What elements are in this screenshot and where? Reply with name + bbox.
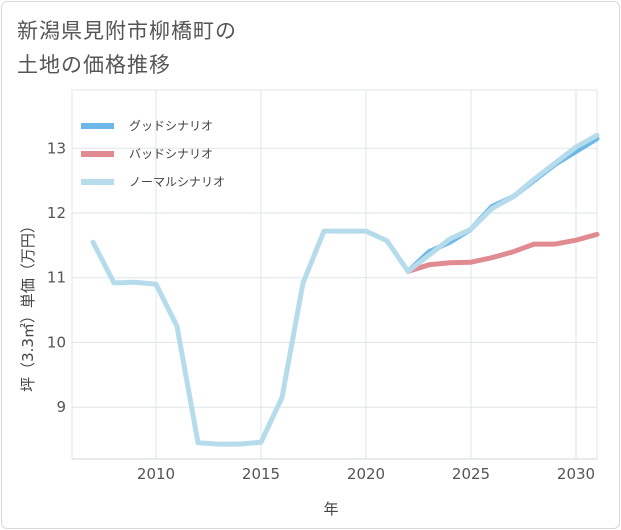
chart-title-line-1: 新潟県見附市柳橋町の xyxy=(17,19,237,43)
x-tick-label: 2010 xyxy=(137,465,175,483)
y-axis-title: 坪（3.3㎡）単価（万円） xyxy=(19,218,37,392)
x-tick-label: 2025 xyxy=(452,465,490,483)
plot-area xyxy=(71,89,598,460)
x-tick-label: 2015 xyxy=(242,465,280,483)
chart-title-line-2: 土地の価格推移 xyxy=(17,53,171,77)
series-line-3 xyxy=(90,132,600,447)
x-tick-label: 2030 xyxy=(557,465,595,483)
legend-label-2: バッドシナリオ xyxy=(129,147,213,161)
legend-label-3: ノーマルシナリオ xyxy=(129,175,225,189)
x-axis-title: 年 xyxy=(323,500,338,518)
x-tick-label: 2020 xyxy=(347,465,385,483)
y-tick-label: 10 xyxy=(47,333,66,351)
grid xyxy=(71,89,598,460)
series-line-2 xyxy=(405,231,600,274)
chart-title: 新潟県見附市柳橋町の 土地の価格推移 xyxy=(17,14,237,82)
x-tick-labels: 2010 2015 2020 2025 2030 xyxy=(137,465,595,483)
legend-label-1: グッドシナリオ xyxy=(129,119,213,133)
y-tick-label: 11 xyxy=(47,269,66,287)
series-lines xyxy=(90,132,600,447)
y-tick-label: 12 xyxy=(47,204,66,222)
y-tick-label: 13 xyxy=(47,139,66,157)
y-tick-labels: 9 10 11 12 13 xyxy=(47,139,66,416)
y-tick-label: 9 xyxy=(56,398,66,416)
